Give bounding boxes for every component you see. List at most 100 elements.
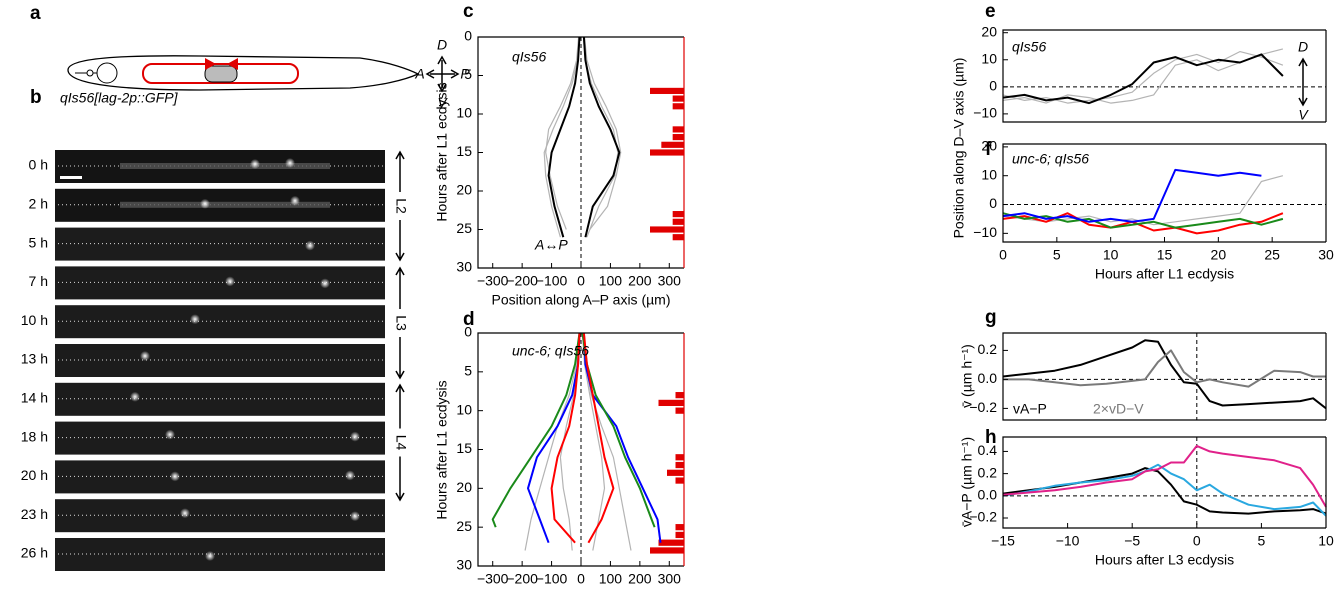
panel-label: f [985, 139, 992, 160]
cell-signal [170, 471, 180, 482]
y-tick-label: 0.0 [978, 370, 998, 386]
y-tick-label: 5 [464, 363, 472, 379]
data-line [524, 332, 581, 551]
scale-bar [60, 176, 82, 179]
x-tick-label: 100 [599, 273, 623, 289]
data-line [1002, 212, 1284, 229]
x-tick-label: −100 [536, 273, 568, 289]
x-tick-label: 0 [999, 247, 1007, 263]
y-axis-label: Hours after L1 ecdysis [434, 82, 450, 221]
microscopy-image [55, 538, 385, 571]
y-tick-label: 10 [456, 401, 472, 417]
data-line [550, 332, 581, 544]
microscopy-image [55, 421, 385, 455]
time-label: 7 h [29, 273, 48, 289]
microscopy-image [55, 460, 385, 494]
cell-signal [140, 351, 150, 361]
compass-label: P [460, 66, 470, 82]
y-axis-label: v̄A−P (µm h⁻¹) [959, 437, 975, 527]
data-line [582, 36, 621, 238]
x-axis-label: Hours after L1 ecdysis [1095, 266, 1234, 282]
histogram-bar [658, 539, 684, 546]
time-label: 26 h [21, 545, 48, 561]
time-label: 0 h [29, 157, 48, 173]
y-tick-label: 10 [456, 105, 472, 121]
histogram-bar [650, 149, 684, 156]
histogram-bar [667, 469, 684, 476]
x-tick-label: 5 [1053, 247, 1061, 263]
histogram-bar [672, 211, 684, 218]
histogram-bar [675, 407, 684, 414]
microscopy-image [55, 305, 385, 339]
time-label: 2 h [29, 196, 48, 212]
data-line [1002, 463, 1327, 517]
y-tick-label: 20 [981, 138, 997, 154]
histogram-bar [658, 399, 684, 407]
time-label: 5 h [29, 234, 48, 250]
x-tick-label: −300 [477, 571, 509, 587]
compass-label: V [437, 95, 448, 111]
data-line [581, 332, 632, 551]
stage-label: L2 [393, 198, 409, 214]
stage-arrow [395, 266, 405, 380]
cell-signal [285, 158, 295, 168]
annotation: A↔P [534, 237, 568, 253]
cell-signal [345, 470, 355, 481]
panel-label: e [985, 1, 996, 22]
x-tick-label: −5 [1124, 533, 1140, 549]
x-tick-label: 0 [577, 571, 585, 587]
y-tick-label: 30 [456, 557, 472, 573]
histogram-bar [650, 226, 684, 233]
y-tick-label: 15 [456, 143, 472, 159]
histogram-bar [675, 454, 684, 461]
panel-label: b [30, 87, 42, 108]
histogram-bar [675, 461, 684, 469]
x-tick-label: −100 [536, 571, 568, 587]
y-tick-label: 20 [981, 23, 997, 39]
data-line [583, 36, 622, 230]
y-tick-label: 10 [981, 50, 997, 66]
x-tick-label: 0 [1193, 533, 1201, 549]
data-line [1002, 48, 1284, 104]
cell-signal [290, 195, 300, 206]
time-label: 20 h [21, 467, 48, 483]
histogram-bar [672, 126, 684, 133]
data-line [581, 332, 606, 551]
x-tick-label: 30 [1318, 247, 1334, 263]
x-tick-label: −200 [506, 273, 538, 289]
y-axis-label: v̄ (µm h⁻¹) [959, 344, 975, 408]
x-axis-label: Position along A–P axis (µm) [491, 292, 670, 308]
compass-label: A [414, 66, 424, 82]
y-tick-label: 10 [981, 166, 997, 182]
histogram-bar [672, 95, 684, 102]
histogram-bar [650, 87, 684, 94]
y-tick-label: 0 [464, 324, 472, 340]
data-line [1002, 175, 1284, 226]
y-tick-label: 25 [456, 220, 472, 236]
cell-signal [305, 240, 315, 251]
histogram-bar [675, 477, 684, 484]
cell-signal [350, 511, 360, 522]
time-label: 14 h [21, 390, 48, 406]
y-tick-label: 20 [456, 479, 472, 495]
x-tick-label: 15 [1157, 247, 1173, 263]
histogram-bar [675, 531, 684, 539]
cell-signal [225, 276, 235, 287]
annotation: unc-6; qIs56 [1012, 151, 1089, 167]
axis-frame [1002, 436, 1326, 529]
x-tick-label: 10 [1103, 247, 1119, 263]
gonad-signal [120, 201, 330, 208]
y-tick-label: −10 [973, 224, 997, 240]
axis-compass [425, 55, 460, 93]
dv-arrow [1298, 57, 1308, 107]
data-line [545, 36, 580, 230]
x-tick-label: 200 [628, 571, 652, 587]
y-axis-label: Hours after L1 ecdysis [434, 380, 450, 519]
x-tick-label: −10 [1056, 533, 1080, 549]
annotation: V [1298, 107, 1309, 123]
x-tick-label: 20 [1211, 247, 1227, 263]
y-tick-label: 20 [456, 182, 472, 198]
cell-signal [400, 393, 410, 404]
y-tick-label: 5 [464, 66, 472, 82]
time-label: 18 h [21, 428, 48, 444]
